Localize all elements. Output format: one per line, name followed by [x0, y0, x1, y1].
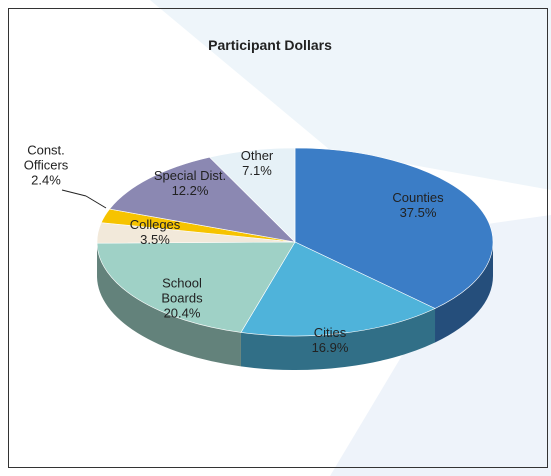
value-label: 12.2% [171, 183, 209, 198]
slice-label: Cities 16.9% [300, 325, 360, 355]
chart-title: Participant Dollars [208, 37, 332, 53]
category-label: Const. Officers [23, 142, 69, 173]
slice [294, 147, 494, 309]
slice-label: School Boards 20.4% [152, 276, 212, 321]
slice-label: Const. Officers 2.4% [16, 143, 76, 188]
slice [109, 156, 296, 243]
category-label: Other [240, 148, 274, 163]
value-label: 2.4% [31, 172, 61, 188]
value-label: 16.9% [311, 340, 349, 355]
category-label: Counties [392, 190, 444, 205]
category-label: Cities [313, 325, 347, 340]
slice-label: Special Dist. 12.2% [140, 168, 240, 198]
slice [240, 241, 436, 337]
leader-line [61, 189, 87, 197]
decor [330, 215, 551, 476]
slice [96, 241, 296, 333]
slice-side [435, 242, 494, 343]
category-label: Special Dist. [153, 168, 227, 183]
slice-side [97, 243, 241, 367]
slice [208, 147, 296, 243]
category-label: Colleges [129, 217, 181, 232]
value-label: 3.5% [140, 232, 170, 247]
category-label: School Boards [161, 275, 203, 306]
value-label: 7.1% [242, 163, 272, 178]
value-label: 20.4% [163, 305, 201, 321]
leader-line [85, 195, 107, 209]
value-label: 37.5% [399, 205, 437, 220]
slice-label: Colleges 3.5% [120, 217, 190, 247]
frame [8, 8, 548, 468]
slice-label: Counties 37.5% [378, 190, 458, 220]
slice-label: Other 7.1% [227, 148, 287, 178]
slice-side [240, 308, 436, 370]
decor [150, 0, 551, 190]
pie [96, 147, 494, 370]
